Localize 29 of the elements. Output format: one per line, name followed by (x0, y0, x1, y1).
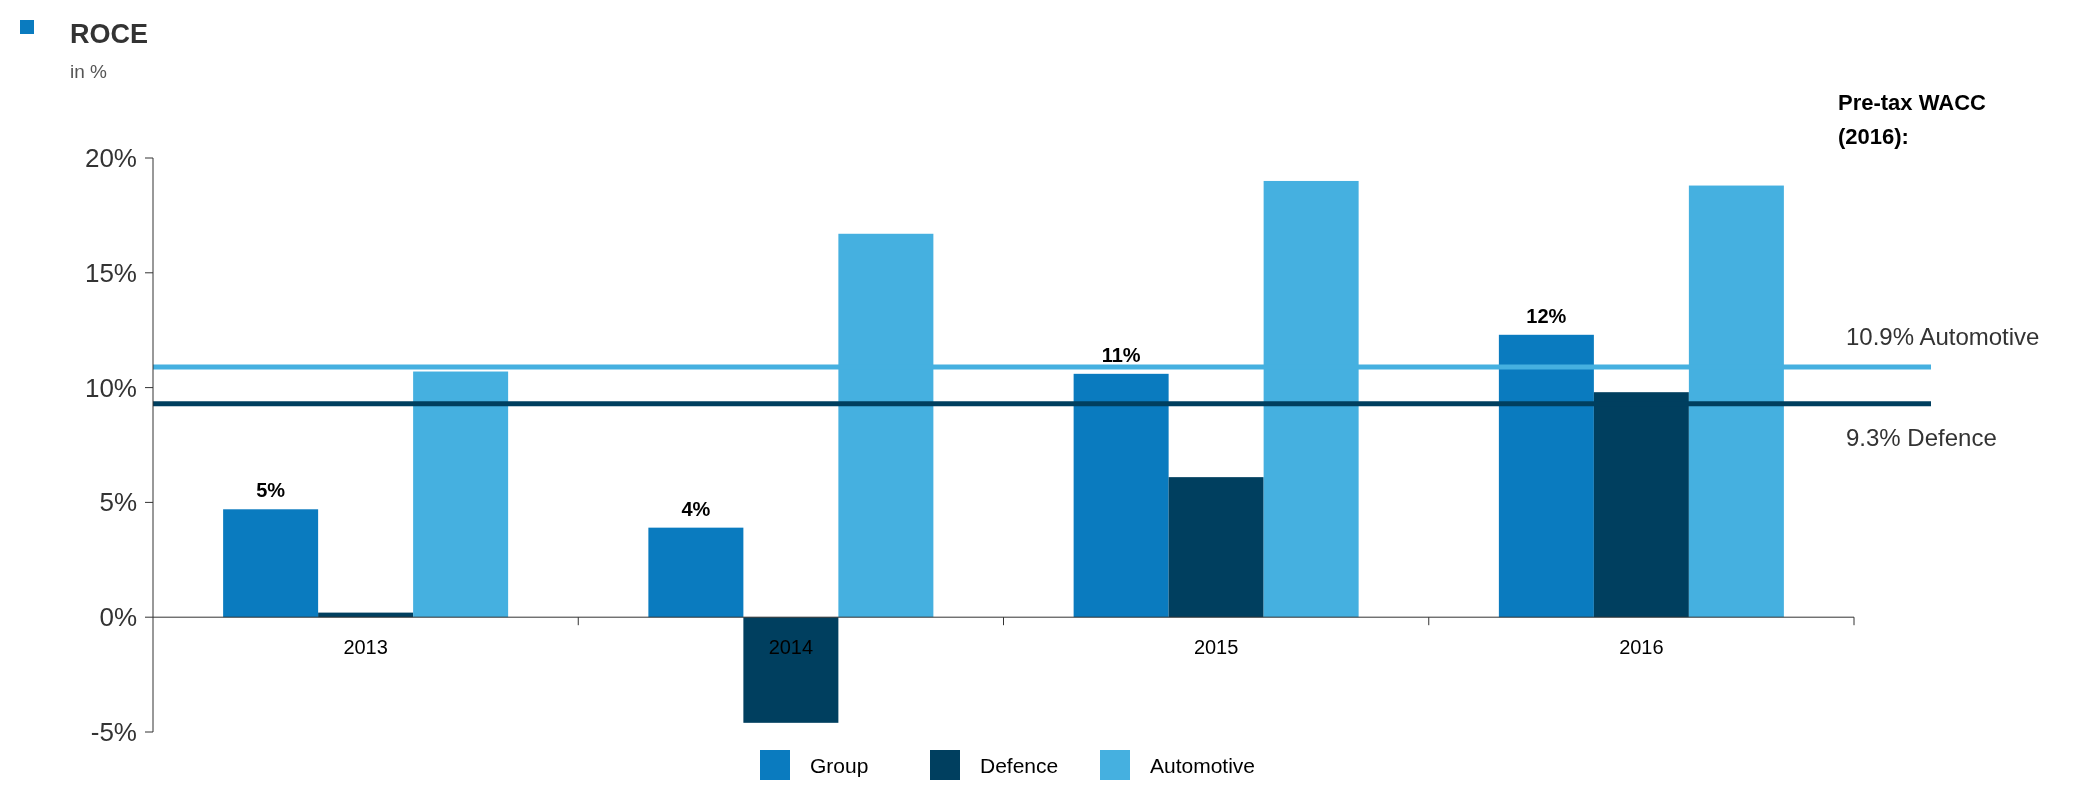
y-tick-label: 10% (84, 372, 137, 403)
data-label: 12% (1526, 304, 1567, 327)
y-tick-label: 5% (99, 487, 137, 518)
x-tick-label: 2014 (768, 636, 814, 659)
y-tick-label: 15% (84, 257, 137, 288)
bar (1073, 373, 1169, 618)
bar (413, 371, 509, 618)
data-label: 11% (1101, 343, 1141, 366)
y-tick-label: 20% (84, 143, 137, 173)
data-label: 4% (681, 497, 711, 520)
x-tick-label: 2016 (1619, 636, 1664, 659)
bar (648, 527, 744, 618)
ref-line-label: 9.3% Defence (1846, 423, 1997, 451)
bar (1498, 334, 1594, 618)
bar (1168, 477, 1264, 618)
legend-label: Group (810, 754, 869, 777)
x-tick-label: 2015 (1193, 636, 1239, 659)
bar (223, 509, 319, 618)
x-tick-label: 2013 (343, 636, 388, 659)
legend-label: Defence (980, 754, 1059, 777)
chart-subtitle: in % (70, 61, 108, 82)
ref-line-label: 10.9% Automotive (1846, 322, 2040, 350)
y-tick-label: 0% (99, 602, 137, 633)
data-label: 5% (256, 479, 286, 502)
legend-label: Automotive (1150, 754, 1256, 777)
chart-title: ROCE (70, 19, 149, 49)
y-tick-label: -5% (90, 717, 137, 747)
text: Pre-tax WACC (2016): (1838, 90, 1987, 149)
bar (743, 617, 839, 723)
